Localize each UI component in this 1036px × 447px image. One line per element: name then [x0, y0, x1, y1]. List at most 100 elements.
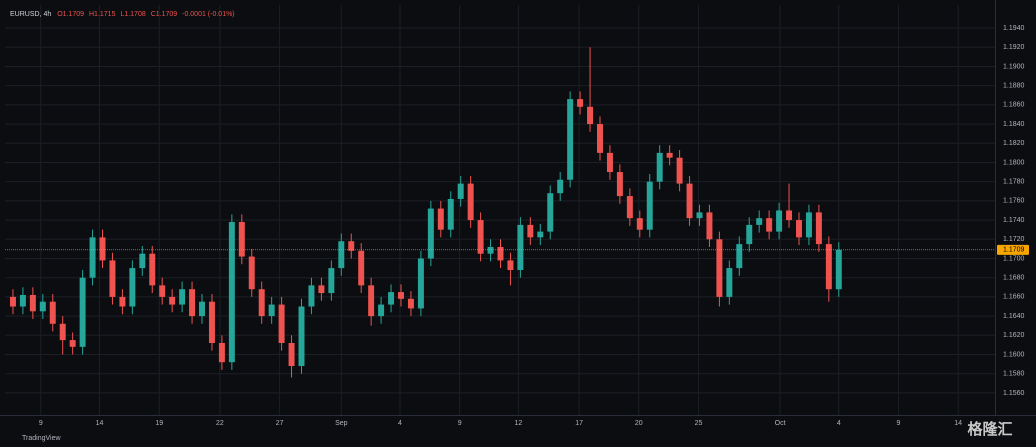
- y-tick-label: 1.1720: [1003, 236, 1025, 243]
- axes: 1.1560 1.1580 1.1600 1.1620 1.1640 1.1660 1.16…: [5, 25, 1029, 427]
- candle-body: [835, 249, 842, 290]
- candle-body: [796, 220, 802, 238]
- candle-body: [298, 306, 305, 367]
- candle-body: [278, 304, 285, 343]
- candle-body: [129, 268, 136, 307]
- candle-body: [19, 294, 26, 307]
- candle-body: [318, 285, 325, 294]
- watermark: 格隆汇: [967, 420, 1012, 438]
- candle-body: [308, 285, 315, 307]
- candle-body: [597, 124, 603, 153]
- y-tick-label: 1.1900: [1003, 63, 1025, 70]
- candle-body: [776, 210, 783, 232]
- candle-body: [109, 260, 116, 297]
- candle-body: [149, 253, 156, 286]
- last-price-label: 1.1709: [1003, 247, 1025, 254]
- candle-body: [467, 183, 474, 221]
- candle-body: [726, 268, 733, 297]
- y-tick-label: 1.1860: [1003, 102, 1025, 109]
- candle-body: [268, 304, 275, 317]
- x-tick-label: 14: [954, 420, 962, 427]
- candle-body: [805, 212, 812, 238]
- candle-body: [99, 237, 106, 261]
- candle-body: [348, 241, 355, 251]
- x-tick-label: 22: [216, 420, 224, 427]
- y-tick-label: 1.1760: [1003, 198, 1025, 205]
- y-tick-label: 1.1680: [1003, 275, 1025, 282]
- candle-body: [547, 193, 554, 232]
- symbol: EURUSD, 4h: [10, 11, 51, 18]
- candle-body: [89, 237, 96, 278]
- candle-body: [577, 99, 584, 107]
- y-tick-label: 1.1880: [1003, 82, 1025, 89]
- candle-body: [815, 212, 822, 245]
- candle-body: [139, 253, 146, 269]
- y-tick-label: 1.1660: [1003, 294, 1025, 301]
- candle-body: [517, 224, 524, 271]
- candle-body: [676, 157, 683, 184]
- candle-body: [756, 218, 763, 225]
- x-tick-label: 19: [155, 420, 163, 427]
- candle-body: [457, 183, 464, 199]
- footer-brand: TradingView: [22, 435, 61, 442]
- candle-body: [228, 222, 235, 363]
- ohlc-change: -0.0001 (-0.01%): [182, 11, 235, 18]
- y-tick-label: 1.1940: [1003, 25, 1025, 32]
- candle-body: [218, 342, 225, 363]
- candle-body: [189, 289, 196, 317]
- y-tick-label: 1.1800: [1003, 159, 1025, 166]
- y-tick-label: 1.1640: [1003, 313, 1025, 320]
- x-tick-label: 20: [635, 420, 643, 427]
- candle-body: [736, 244, 743, 269]
- candle-body: [417, 258, 424, 309]
- y-tick-label: 1.1820: [1003, 140, 1025, 147]
- x-tick-label: 17: [575, 420, 583, 427]
- x-tick-label: 27: [276, 420, 284, 427]
- candle-body: [686, 183, 693, 219]
- candle-body: [407, 298, 414, 309]
- candle-body: [238, 222, 245, 257]
- candle-body: [368, 285, 375, 317]
- candle-body: [527, 224, 534, 238]
- candle-body: [786, 210, 793, 221]
- candle-body: [398, 292, 404, 299]
- candle-body: [169, 296, 176, 305]
- candle-body: [447, 198, 454, 230]
- ohlc-high: H1.1715: [89, 11, 116, 18]
- y-tick-label: 1.1620: [1003, 332, 1025, 339]
- x-tick-label: 4: [837, 420, 841, 427]
- candle-body: [29, 294, 36, 312]
- candle-body: [567, 99, 574, 180]
- candle-body: [59, 323, 66, 341]
- candle-body: [179, 289, 186, 305]
- candle-body: [328, 268, 335, 294]
- candle-body: [388, 292, 395, 305]
- candle-body: [288, 342, 295, 367]
- y-tick-label: 1.1840: [1003, 121, 1025, 128]
- candle-body: [427, 208, 434, 259]
- candle-body: [497, 246, 504, 261]
- candle-body: [716, 239, 723, 297]
- candle-body: [606, 152, 613, 173]
- y-tick-label: 1.1700: [1003, 255, 1025, 262]
- legend-header: EURUSD, 4h O1.1709 H1.1715 L1.1708 C1.17…: [10, 11, 235, 18]
- candle-body: [766, 218, 773, 232]
- x-tick-label: 9: [897, 420, 901, 427]
- candle-body: [587, 106, 594, 125]
- candle-body: [199, 301, 205, 317]
- x-tick-label: 14: [96, 420, 104, 427]
- y-tick-label: 1.1600: [1003, 351, 1025, 358]
- candle-body: [646, 181, 653, 230]
- x-tick-label: 12: [515, 420, 523, 427]
- candle-body: [825, 244, 832, 290]
- candle-body: [39, 301, 46, 312]
- candle-body: [477, 220, 484, 254]
- candle-body: [636, 218, 643, 230]
- candle-body: [437, 208, 444, 230]
- candle-body: [537, 231, 544, 238]
- candle-body: [119, 296, 126, 307]
- candle-body: [656, 152, 663, 182]
- x-tick-label: Oct: [775, 420, 786, 427]
- x-tick-label: 9: [458, 420, 462, 427]
